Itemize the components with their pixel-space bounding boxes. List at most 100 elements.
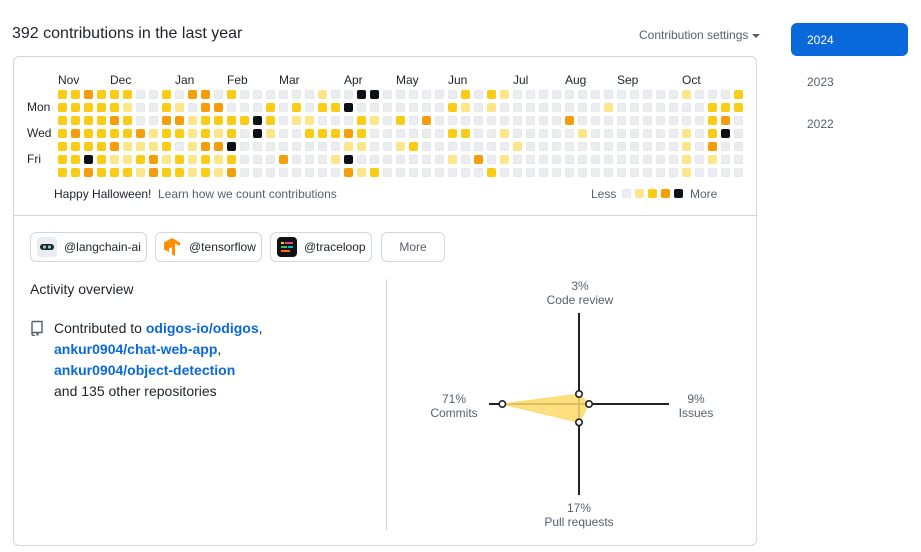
contribution-day[interactable]	[474, 103, 483, 112]
contribution-day[interactable]	[331, 168, 340, 177]
more-orgs-button[interactable]: More	[381, 232, 445, 262]
contribution-day[interactable]	[227, 155, 236, 164]
contribution-day[interactable]	[461, 129, 470, 138]
contribution-day[interactable]	[682, 116, 691, 125]
contribution-day[interactable]	[656, 103, 665, 112]
contribution-day[interactable]	[331, 116, 340, 125]
contribution-day[interactable]	[331, 142, 340, 151]
contribution-day[interactable]	[721, 155, 730, 164]
contribution-day[interactable]	[604, 116, 613, 125]
contribution-day[interactable]	[695, 142, 704, 151]
contribution-day[interactable]	[253, 155, 262, 164]
contribution-day[interactable]	[292, 129, 301, 138]
contribution-day[interactable]	[331, 90, 340, 99]
contribution-day[interactable]	[175, 90, 184, 99]
contribution-day[interactable]	[552, 155, 561, 164]
contribution-day[interactable]	[435, 142, 444, 151]
contribution-day[interactable]	[591, 103, 600, 112]
year-2024-button[interactable]: 2024	[791, 23, 908, 56]
contribution-day[interactable]	[123, 142, 132, 151]
contribution-day[interactable]	[539, 103, 548, 112]
contribution-day[interactable]	[331, 129, 340, 138]
contribution-day[interactable]	[175, 168, 184, 177]
contribution-day[interactable]	[578, 155, 587, 164]
contribution-day[interactable]	[266, 129, 275, 138]
contribution-day[interactable]	[214, 129, 223, 138]
contribution-day[interactable]	[500, 90, 509, 99]
contribution-day[interactable]	[175, 116, 184, 125]
contribution-day[interactable]	[370, 129, 379, 138]
contribution-day[interactable]	[604, 103, 613, 112]
contribution-day[interactable]	[305, 168, 314, 177]
contribution-day[interactable]	[71, 103, 80, 112]
contribution-day[interactable]	[318, 129, 327, 138]
contribution-day[interactable]	[71, 90, 80, 99]
contribution-day[interactable]	[227, 116, 236, 125]
contribution-day[interactable]	[422, 155, 431, 164]
contribution-day[interactable]	[435, 116, 444, 125]
contribution-day[interactable]	[734, 168, 743, 177]
contribution-day[interactable]	[487, 142, 496, 151]
contribution-day[interactable]	[409, 142, 418, 151]
contribution-day[interactable]	[422, 116, 431, 125]
contribution-day[interactable]	[214, 155, 223, 164]
contribution-day[interactable]	[448, 90, 457, 99]
contribution-day[interactable]	[162, 116, 171, 125]
contribution-day[interactable]	[630, 155, 639, 164]
contribution-day[interactable]	[344, 129, 353, 138]
contribution-day[interactable]	[58, 168, 67, 177]
contribution-day[interactable]	[474, 129, 483, 138]
contribution-day[interactable]	[461, 116, 470, 125]
contribution-day[interactable]	[71, 155, 80, 164]
contribution-day[interactable]	[448, 129, 457, 138]
contribution-day[interactable]	[734, 142, 743, 151]
contribution-day[interactable]	[292, 142, 301, 151]
contribution-day[interactable]	[487, 129, 496, 138]
contribution-day[interactable]	[201, 116, 210, 125]
contribution-day[interactable]	[97, 129, 106, 138]
contribution-day[interactable]	[604, 168, 613, 177]
contribution-day[interactable]	[630, 129, 639, 138]
contribution-day[interactable]	[435, 103, 444, 112]
contribution-day[interactable]	[201, 142, 210, 151]
contribution-day[interactable]	[201, 129, 210, 138]
contribution-day[interactable]	[643, 155, 652, 164]
contribution-day[interactable]	[461, 103, 470, 112]
contribution-day[interactable]	[71, 129, 80, 138]
contribution-day[interactable]	[630, 116, 639, 125]
contribution-day[interactable]	[253, 90, 262, 99]
contribution-day[interactable]	[58, 90, 67, 99]
contribution-day[interactable]	[279, 90, 288, 99]
contribution-day[interactable]	[383, 129, 392, 138]
contribution-day[interactable]	[331, 103, 340, 112]
contribution-day[interactable]	[97, 168, 106, 177]
contribution-day[interactable]	[279, 116, 288, 125]
contribution-day[interactable]	[734, 155, 743, 164]
contribution-day[interactable]	[383, 90, 392, 99]
contribution-day[interactable]	[110, 103, 119, 112]
contribution-day[interactable]	[279, 129, 288, 138]
contribution-day[interactable]	[695, 129, 704, 138]
contribution-day[interactable]	[58, 129, 67, 138]
contribution-day[interactable]	[214, 168, 223, 177]
contribution-day[interactable]	[292, 103, 301, 112]
contribution-day[interactable]	[383, 116, 392, 125]
contribution-day[interactable]	[84, 142, 93, 151]
contribution-day[interactable]	[136, 142, 145, 151]
contribution-day[interactable]	[513, 129, 522, 138]
contribution-day[interactable]	[500, 103, 509, 112]
contribution-day[interactable]	[240, 142, 249, 151]
contribution-day[interactable]	[617, 103, 626, 112]
contribution-day[interactable]	[695, 116, 704, 125]
contribution-day[interactable]	[136, 90, 145, 99]
contribution-day[interactable]	[305, 142, 314, 151]
contribution-day[interactable]	[617, 90, 626, 99]
contribution-day[interactable]	[344, 116, 353, 125]
contribution-day[interactable]	[149, 155, 158, 164]
contribution-day[interactable]	[617, 142, 626, 151]
contribution-day[interactable]	[565, 129, 574, 138]
contribution-day[interactable]	[539, 116, 548, 125]
contribution-day[interactable]	[162, 142, 171, 151]
contribution-day[interactable]	[734, 129, 743, 138]
contribution-day[interactable]	[500, 142, 509, 151]
